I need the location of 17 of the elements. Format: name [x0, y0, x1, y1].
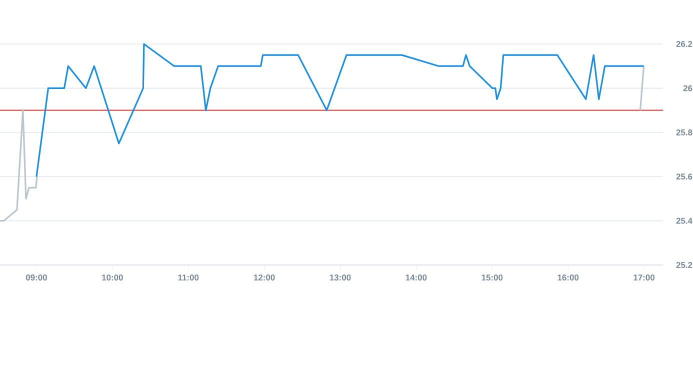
x-tick-label: 16:00: [558, 274, 579, 281]
x-tick-label: 09:00: [26, 274, 47, 281]
x-tick-label: 10:00: [102, 274, 123, 281]
y-tick-label: 26: [683, 85, 692, 92]
x-tick-label: 17:00: [634, 274, 654, 281]
line-series: [0, 109, 38, 222]
y-tick-label: 26.2: [676, 41, 692, 47]
y-tick-label: 25.2: [676, 262, 692, 268]
x-tick-label: 14:00: [406, 274, 427, 281]
x-tick-label: 12:00: [254, 274, 275, 281]
y-tick-label: 25.8: [676, 129, 692, 136]
y-tick-label: 25.6: [676, 174, 692, 180]
x-tick-label: 15:00: [482, 274, 503, 281]
x-tick-label: 13:00: [330, 274, 351, 281]
x-tick-label: 11:00: [178, 274, 199, 281]
y-tick-label: 25.4: [676, 218, 692, 224]
line-series: [36, 43, 645, 178]
